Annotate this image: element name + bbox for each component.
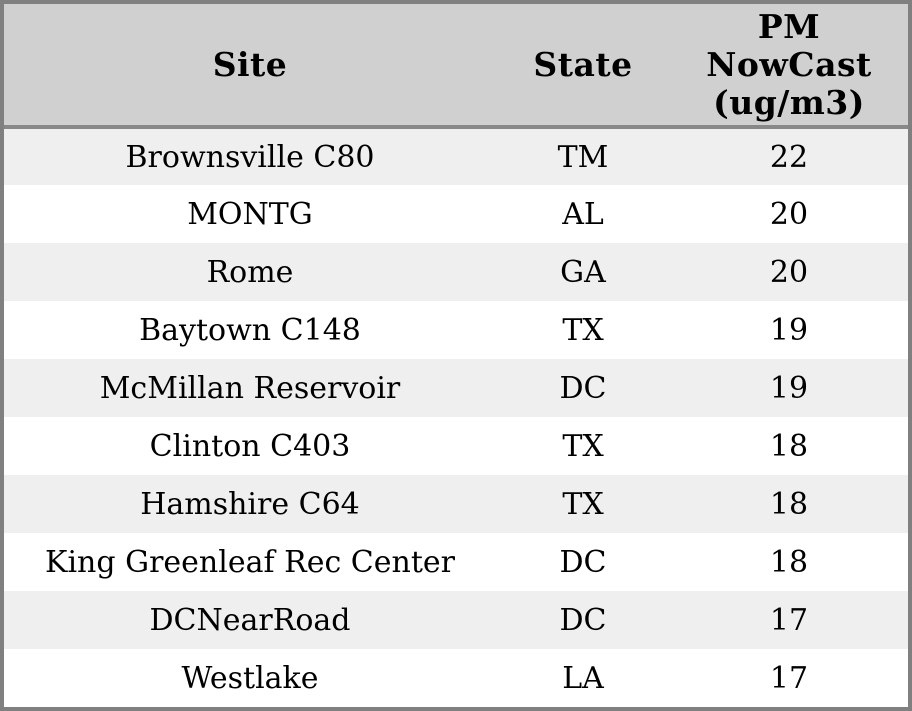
cell-state: DC	[559, 602, 607, 638]
cell-state: GA	[560, 254, 606, 290]
cell-site: DCNearRoad	[149, 602, 351, 638]
cell-state: TX	[562, 312, 604, 348]
cell-site: Rome	[206, 254, 294, 290]
cell-pm-nowcast: 18	[769, 428, 809, 464]
cell-pm-nowcast: 20	[769, 254, 809, 290]
column-header-site: Site	[4, 4, 496, 129]
cell-state: DC	[559, 370, 607, 406]
table-row: McMillan Reservoir DC 19	[4, 359, 908, 417]
table-body: Brownsville C80 TM 22 MONTG AL 20 Rome G…	[4, 127, 908, 707]
table-header-row: Site State PM NowCast (ug/m3)	[4, 4, 908, 129]
table-row: MONTG AL 20	[4, 185, 908, 243]
table-header: Site State PM NowCast (ug/m3)	[4, 4, 908, 129]
cell-pm-nowcast: 17	[769, 602, 809, 638]
column-header-state: State	[496, 4, 670, 129]
pm-nowcast-table: Site State PM NowCast (ug/m3) Brownsvill…	[4, 4, 908, 707]
cell-state: DC	[559, 544, 607, 580]
cell-pm-nowcast: 17	[769, 660, 809, 696]
cell-site: McMillan Reservoir	[99, 370, 401, 406]
cell-pm-nowcast: 20	[769, 196, 809, 232]
cell-site: Westlake	[181, 660, 319, 696]
cell-site: Baytown C148	[139, 312, 361, 348]
table-row: Hamshire C64 TX 18	[4, 475, 908, 533]
column-header-pm-nowcast-label: PM NowCast (ug/m3)	[706, 6, 872, 122]
cell-site: Clinton C403	[149, 428, 351, 464]
cell-pm-nowcast: 19	[769, 370, 809, 406]
column-header-site-label: Site	[212, 44, 288, 84]
cell-site: MONTG	[187, 196, 313, 232]
table-row: Rome GA 20	[4, 243, 908, 301]
cell-site: King Greenleaf Rec Center	[45, 544, 455, 580]
cell-pm-nowcast: 19	[769, 312, 809, 348]
table-row: Brownsville C80 TM 22	[4, 127, 908, 185]
cell-state: TX	[562, 486, 604, 522]
cell-pm-nowcast: 22	[769, 139, 809, 175]
table-row: Westlake LA 17	[4, 649, 908, 707]
cell-pm-nowcast: 18	[769, 544, 809, 580]
table-row: King Greenleaf Rec Center DC 18	[4, 533, 908, 591]
cell-site: Hamshire C64	[140, 486, 360, 522]
table-row: Clinton C403 TX 18	[4, 417, 908, 475]
cell-state: TM	[557, 139, 609, 175]
cell-pm-nowcast: 18	[769, 486, 809, 522]
table-row: DCNearRoad DC 17	[4, 591, 908, 649]
column-header-state-label: State	[533, 44, 633, 84]
cell-state: LA	[562, 660, 604, 696]
cell-state: TX	[562, 428, 604, 464]
cell-site: Brownsville C80	[125, 139, 375, 175]
column-header-pm-nowcast: PM NowCast (ug/m3)	[670, 4, 908, 129]
table-row: Baytown C148 TX 19	[4, 301, 908, 359]
cell-state: AL	[562, 196, 604, 232]
